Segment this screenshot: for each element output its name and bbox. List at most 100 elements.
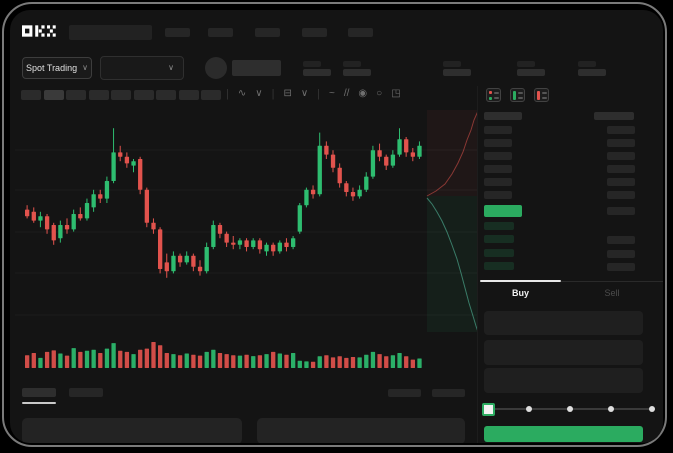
stat-value-placeholder <box>343 69 371 76</box>
camera-icon[interactable]: ◉ <box>358 88 368 99</box>
chevron-down-icon[interactable]: ∨ <box>255 88 263 99</box>
timeframe-placeholder[interactable] <box>178 90 199 100</box>
volume-bar <box>204 351 209 368</box>
slider-step-dot[interactable] <box>526 406 532 412</box>
volume-bar <box>158 345 163 368</box>
last-price-highlight[interactable] <box>484 205 522 217</box>
volume-bar <box>91 349 96 368</box>
candle-body <box>131 161 136 166</box>
pair-selector-dropdown[interactable]: ∨ <box>100 56 184 80</box>
candle-body <box>164 262 169 272</box>
total-input[interactable] <box>484 368 643 393</box>
ask-amount-placeholder <box>607 126 635 134</box>
line-tool-icon[interactable]: ~ <box>329 88 335 99</box>
candle-body <box>138 159 143 190</box>
volume-bar <box>231 355 236 368</box>
zigzag-indicator-icon[interactable]: ∿ <box>237 88 247 99</box>
candle-body <box>257 240 263 250</box>
depth-asks-curve <box>426 110 478 197</box>
volume-bar <box>64 355 70 368</box>
slider-step-dot[interactable] <box>608 406 614 412</box>
tab-buy[interactable]: Buy <box>480 286 561 300</box>
price-input[interactable] <box>484 311 643 335</box>
candle-body <box>330 154 336 168</box>
slider-step-dot[interactable] <box>649 406 655 412</box>
timeframe-placeholder[interactable] <box>88 90 109 100</box>
slider-step-dot[interactable] <box>567 406 573 412</box>
orders-filter-placeholder[interactable] <box>388 389 421 397</box>
candle-body <box>337 167 342 184</box>
volume-bar <box>44 351 50 368</box>
buy-submit-button[interactable] <box>484 426 643 442</box>
candle-body <box>224 233 229 243</box>
candle-body <box>44 216 50 230</box>
candle-body <box>310 189 316 195</box>
candle-body <box>144 189 149 223</box>
market-type-selector[interactable]: Spot Trading ∨ <box>22 57 92 79</box>
candle-interval-icon[interactable]: ⊟ <box>283 88 292 99</box>
timeframe-placeholder[interactable] <box>156 90 176 100</box>
timeframe-placeholder[interactable] <box>111 90 131 100</box>
candle-body <box>197 266 203 272</box>
candle-body <box>417 145 422 157</box>
nav-item-placeholder[interactable] <box>348 28 373 37</box>
candle-body <box>124 156 130 164</box>
volume-bar <box>98 353 103 368</box>
candle-body <box>151 222 156 230</box>
nav-item-placeholder[interactable] <box>208 28 233 37</box>
bid-price-placeholder <box>484 248 514 257</box>
chevron-down-icon: ∨ <box>168 63 174 72</box>
stat-value-placeholder <box>443 69 471 76</box>
book-bids-icon[interactable] <box>510 88 525 102</box>
volume-bar <box>211 349 216 368</box>
chevron-down-icon[interactable]: ∨ <box>300 88 309 99</box>
separator: | <box>271 87 275 100</box>
tab-sell[interactable]: Sell <box>561 286 663 300</box>
candle-body <box>177 255 183 263</box>
volume-bar <box>25 355 30 368</box>
volume-bar <box>31 353 36 368</box>
volume-bar <box>264 354 269 368</box>
volume-bar <box>370 351 376 368</box>
candle-body <box>297 205 302 232</box>
volume-bar <box>397 353 402 368</box>
candle-body <box>357 189 362 197</box>
volume-bar <box>244 354 249 368</box>
candle-body <box>410 152 415 157</box>
nav-search-placeholder[interactable] <box>69 25 152 40</box>
nav-item-placeholder[interactable] <box>165 28 190 37</box>
candle-body <box>390 154 396 166</box>
timeframe-placeholder[interactable] <box>133 90 154 100</box>
nav-item-placeholder[interactable] <box>302 28 327 37</box>
volume-bar <box>291 353 296 368</box>
timeframe-placeholder[interactable] <box>201 90 221 100</box>
candle-body <box>324 145 329 155</box>
pair-name-placeholder <box>232 60 281 76</box>
draw-tools-icon[interactable]: // <box>343 88 350 99</box>
amount-input[interactable] <box>484 340 643 365</box>
bid-price-placeholder <box>484 262 514 271</box>
timeframe-placeholder[interactable] <box>21 90 41 100</box>
candle-body <box>38 216 43 221</box>
volume-bar <box>111 343 116 368</box>
ask-amount-placeholder <box>607 139 635 147</box>
orders-filter-placeholder-2[interactable] <box>432 389 465 397</box>
volume-bar <box>38 357 43 368</box>
timeframe-placeholder[interactable] <box>43 90 64 100</box>
candle-body <box>384 156 389 166</box>
book-asks-icon[interactable] <box>534 88 549 102</box>
fullscreen-icon[interactable]: ◳ <box>391 88 401 99</box>
timer-icon[interactable]: ○ <box>376 88 383 99</box>
slider-handle[interactable] <box>482 403 495 416</box>
candle-body <box>317 145 322 195</box>
orders-tab-underline <box>22 402 56 404</box>
orders-tab-history[interactable] <box>69 388 103 397</box>
volume-bar <box>177 355 183 368</box>
timeframe-placeholder[interactable] <box>66 90 86 100</box>
candle-body <box>251 240 256 247</box>
okx-logo <box>22 25 56 37</box>
book-combined-icon[interactable] <box>486 88 501 102</box>
orders-tab-open[interactable] <box>22 388 56 397</box>
nav-item-placeholder[interactable] <box>255 28 280 37</box>
active-tab-underline <box>480 280 561 282</box>
